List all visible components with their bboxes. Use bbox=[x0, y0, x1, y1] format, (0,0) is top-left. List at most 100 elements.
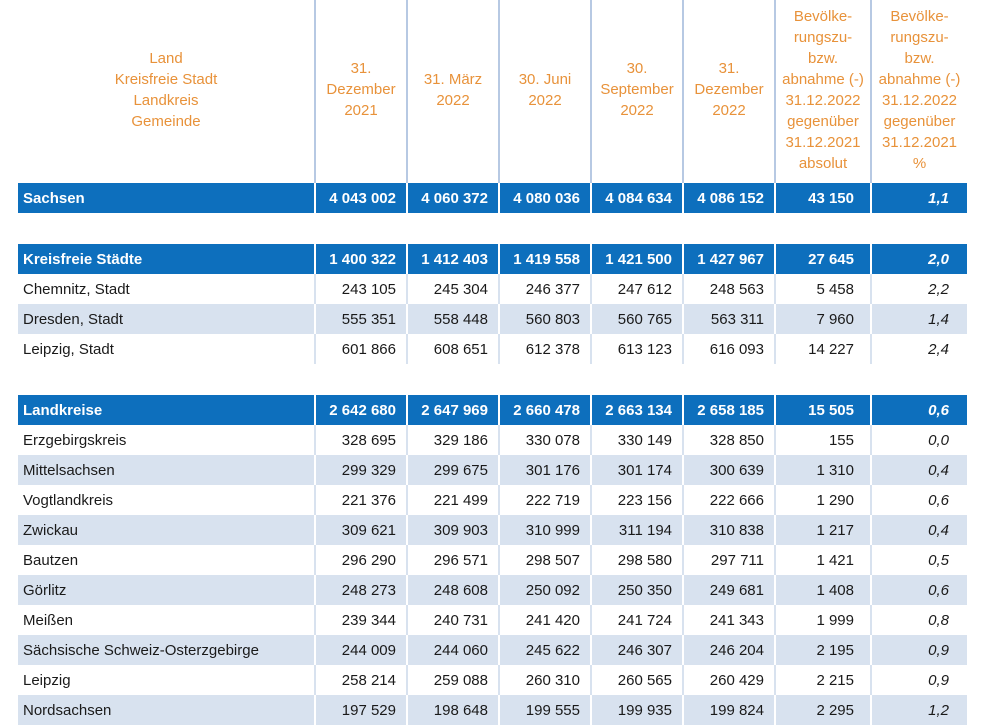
region-name: Dresden, Stadt bbox=[18, 304, 315, 334]
region-name: Zwickau bbox=[18, 515, 315, 545]
population-value: 309 621 bbox=[315, 515, 407, 545]
header-line: Bevölke- bbox=[872, 6, 967, 27]
population-value: 246 204 bbox=[683, 635, 775, 665]
change-percent: 2,0 bbox=[871, 244, 967, 275]
population-value: 250 350 bbox=[591, 575, 683, 605]
change-percent: 0,5 bbox=[871, 545, 967, 575]
change-percent: 0,4 bbox=[871, 455, 967, 485]
population-value: 246 307 bbox=[591, 635, 683, 665]
population-value: 296 290 bbox=[315, 545, 407, 575]
change-absolute: 2 195 bbox=[775, 635, 871, 665]
population-value: 1 400 322 bbox=[315, 244, 407, 275]
population-value: 247 612 bbox=[591, 274, 683, 304]
population-value: 248 608 bbox=[407, 575, 499, 605]
population-value: 555 351 bbox=[315, 304, 407, 334]
header-line: gegenüber bbox=[776, 111, 870, 132]
population-value: 601 866 bbox=[315, 334, 407, 364]
population-value: 300 639 bbox=[683, 455, 775, 485]
population-value: 2 647 969 bbox=[407, 395, 499, 426]
population-value: 222 666 bbox=[683, 485, 775, 515]
population-value: 4 043 002 bbox=[315, 183, 407, 214]
change-absolute: 2 215 bbox=[775, 665, 871, 695]
population-value: 4 080 036 bbox=[499, 183, 591, 214]
population-value: 301 176 bbox=[499, 455, 591, 485]
region-name: Erzgebirgskreis bbox=[18, 425, 315, 455]
header-line: bzw. bbox=[872, 48, 967, 69]
header-line: 2022 bbox=[408, 90, 498, 111]
header-line: rungszu- bbox=[872, 27, 967, 48]
population-value: 328 850 bbox=[683, 425, 775, 455]
population-value: 1 427 967 bbox=[683, 244, 775, 275]
header-line: 31.12.2021 bbox=[872, 132, 967, 153]
population-value: 197 529 bbox=[315, 695, 407, 725]
population-value: 1 419 558 bbox=[499, 244, 591, 275]
change-absolute: 1 421 bbox=[775, 545, 871, 575]
population-value: 328 695 bbox=[315, 425, 407, 455]
change-percent: 0,8 bbox=[871, 605, 967, 635]
population-value: 246 377 bbox=[499, 274, 591, 304]
population-value: 248 273 bbox=[315, 575, 407, 605]
population-value: 243 105 bbox=[315, 274, 407, 304]
population-value: 298 580 bbox=[591, 545, 683, 575]
population-value: 260 565 bbox=[591, 665, 683, 695]
header-line: gegenüber bbox=[872, 111, 967, 132]
region-name: Bautzen bbox=[18, 545, 315, 575]
population-value: 221 376 bbox=[315, 485, 407, 515]
region-name: Kreisfreie Städte bbox=[18, 244, 315, 275]
population-value: 245 304 bbox=[407, 274, 499, 304]
population-value: 4 060 372 bbox=[407, 183, 499, 214]
change-absolute: 7 960 bbox=[775, 304, 871, 334]
header-line: Bevölke- bbox=[776, 6, 870, 27]
region-name: Chemnitz, Stadt bbox=[18, 274, 315, 304]
header-mar-2022: 31. März 2022 bbox=[407, 0, 499, 183]
population-value: 239 344 bbox=[315, 605, 407, 635]
change-percent: 0,9 bbox=[871, 665, 967, 695]
population-value: 311 194 bbox=[591, 515, 683, 545]
header-dec-2021: 31. Dezember 2021 bbox=[315, 0, 407, 183]
change-percent: 0,0 bbox=[871, 425, 967, 455]
change-percent: 2,4 bbox=[871, 334, 967, 364]
header-line: % bbox=[872, 153, 967, 174]
population-value: 241 420 bbox=[499, 605, 591, 635]
population-value: 310 838 bbox=[683, 515, 775, 545]
change-absolute: 43 150 bbox=[775, 183, 871, 214]
header-change-absolute: Bevölke- rungszu- bzw. abnahme (-) 31.12… bbox=[775, 0, 871, 183]
header-line: Dezember bbox=[684, 79, 774, 100]
region-name: Leipzig bbox=[18, 665, 315, 695]
population-value: 241 724 bbox=[591, 605, 683, 635]
change-percent: 0,9 bbox=[871, 635, 967, 665]
population-value: 244 009 bbox=[315, 635, 407, 665]
change-absolute: 1 310 bbox=[775, 455, 871, 485]
change-percent: 0,4 bbox=[871, 515, 967, 545]
region-name: Vogtlandkreis bbox=[18, 485, 315, 515]
population-value: 298 507 bbox=[499, 545, 591, 575]
header-region-line: Gemeinde bbox=[18, 111, 314, 132]
population-value: 2 658 185 bbox=[683, 395, 775, 426]
population-value: 330 149 bbox=[591, 425, 683, 455]
change-percent: 0,6 bbox=[871, 575, 967, 605]
region-name: Sachsen bbox=[18, 183, 315, 214]
population-value: 301 174 bbox=[591, 455, 683, 485]
header-line: 30. bbox=[592, 58, 682, 79]
header-line: 31. bbox=[316, 58, 406, 79]
population-value: 563 311 bbox=[683, 304, 775, 334]
population-value: 613 123 bbox=[591, 334, 683, 364]
population-value: 199 555 bbox=[499, 695, 591, 725]
header-line: 2021 bbox=[316, 100, 406, 121]
change-percent: 2,2 bbox=[871, 274, 967, 304]
spacer-row bbox=[18, 364, 967, 395]
population-value: 222 719 bbox=[499, 485, 591, 515]
population-value: 560 765 bbox=[591, 304, 683, 334]
region-name: Sächsische Schweiz-Osterzgebirge bbox=[18, 635, 315, 665]
header-line: bzw. bbox=[776, 48, 870, 69]
change-absolute: 15 505 bbox=[775, 395, 871, 426]
